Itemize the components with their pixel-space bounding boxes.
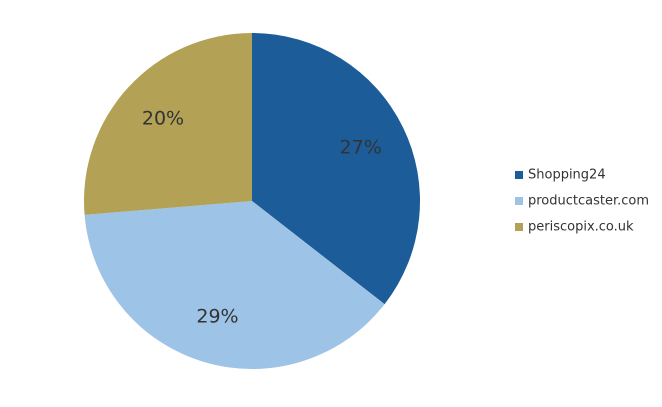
pie-slice bbox=[84, 201, 385, 369]
legend-swatch bbox=[515, 171, 523, 179]
legend-label: Shopping24 bbox=[528, 168, 606, 183]
pie-slice bbox=[252, 33, 421, 305]
legend-swatch bbox=[515, 197, 523, 205]
data-label: 29% bbox=[196, 305, 238, 327]
legend-label: periscopix.co.uk bbox=[528, 220, 634, 235]
pie-slice bbox=[84, 32, 252, 215]
legend-swatch bbox=[515, 223, 523, 231]
legend-label: productcaster.com bbox=[528, 194, 649, 209]
data-label: 20% bbox=[142, 108, 184, 130]
data-label: 27% bbox=[340, 136, 382, 158]
